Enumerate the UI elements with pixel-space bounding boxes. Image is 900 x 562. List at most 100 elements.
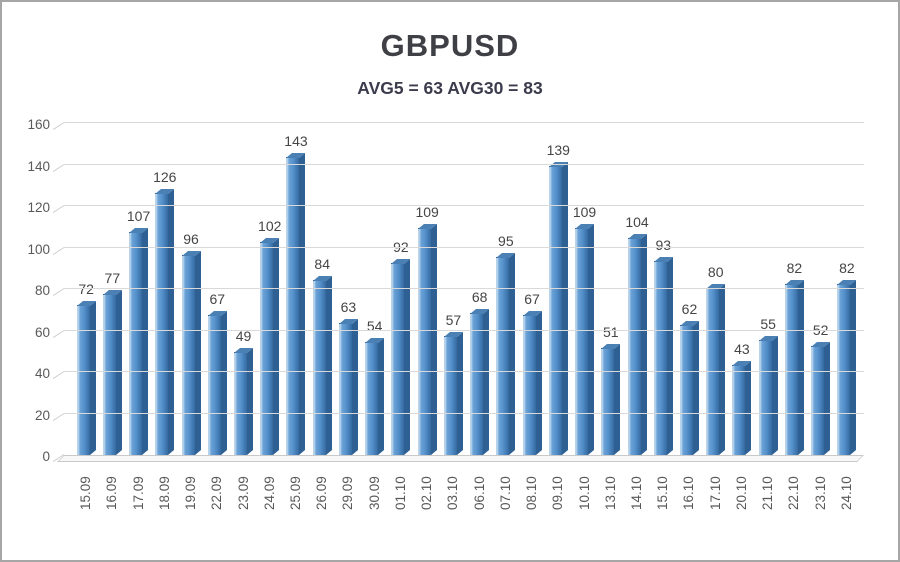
bar-column-group: 77 16.09 (99, 123, 125, 510)
bar-value-label: 67 (209, 290, 226, 307)
y-axis-label: 80 (34, 283, 50, 298)
bar-value-label: 49 (235, 328, 252, 345)
x-axis-label: 23.09 (235, 476, 251, 510)
bar-value-label: 62 (681, 301, 698, 318)
y-axis-tick (52, 246, 65, 255)
bar-column-group: 139 09.10 (545, 123, 571, 510)
bar (260, 242, 274, 455)
bar-value-label: 107 (126, 207, 151, 224)
x-axis-label: 23.10 (812, 476, 828, 510)
x-axis-label: 18.09 (156, 476, 172, 510)
x-axis-label: 16.10 (681, 476, 697, 510)
bar (286, 157, 300, 455)
bar-column-group: 82 22.10 (781, 123, 807, 510)
x-axis-label: 16.09 (104, 476, 120, 510)
bar-column-group: 62 16.10 (676, 123, 702, 510)
bar-column-group: 96 19.09 (178, 123, 204, 510)
bar-value-label: 104 (625, 214, 649, 231)
chart-floor (57, 455, 864, 462)
y-axis-label: 60 (34, 324, 50, 340)
bar-column-group: 104 14.10 (624, 123, 650, 510)
y-axis-label: 140 (27, 158, 50, 174)
y-axis-label: 0 (42, 449, 50, 464)
bar (758, 339, 772, 455)
bar-column-group: 102 24.09 (257, 123, 283, 510)
bar (207, 314, 221, 455)
bar-value-label: 92 (393, 239, 409, 256)
bar-column-group: 57 03.10 (440, 123, 466, 510)
x-axis-label: 14.10 (629, 476, 644, 510)
bar-value-label: 51 (602, 324, 619, 341)
bar-column-group: 109 02.10 (414, 123, 440, 510)
bar (234, 352, 247, 455)
bar-column-group: 82 24.10 (834, 123, 860, 510)
bar (155, 192, 169, 455)
bar (601, 348, 615, 455)
bar-value-label: 80 (707, 264, 724, 280)
x-axis-label: 20.10 (733, 476, 749, 510)
x-axis-label: 17.10 (707, 476, 723, 510)
x-axis-label: 07.10 (497, 476, 513, 510)
bar (417, 227, 431, 455)
bar-value-label: 55 (760, 315, 776, 332)
bar-column-group: 55 21.10 (755, 123, 781, 510)
x-axis-label: 25.09 (287, 476, 303, 510)
bar (575, 227, 589, 455)
bars-container: 72 15.09 77 16.09 107 17.09 126 18.09 96 19.09 67 2… (73, 123, 860, 510)
bar-value-label: 52 (812, 322, 829, 339)
y-axis-label: 40 (34, 366, 50, 381)
bar (76, 304, 90, 455)
bar-column-group: 93 15.10 (650, 123, 676, 510)
bar (679, 325, 693, 455)
bar (365, 341, 379, 455)
bar (312, 279, 326, 455)
bar-value-label: 82 (839, 259, 855, 276)
y-axis-tick (52, 329, 65, 338)
bar (548, 165, 562, 455)
plot-area: 72 15.09 77 16.09 107 17.09 126 18.09 96 19.09 67 2… (27, 117, 864, 510)
bar-column-group: 67 08.10 (519, 123, 545, 510)
bar-column-group: 63 29.09 (335, 123, 361, 510)
bar-value-label: 68 (471, 288, 488, 305)
y-axis-tick (52, 371, 65, 379)
gridline (64, 122, 864, 123)
x-axis-label: 19.09 (183, 476, 199, 510)
chart-subtitle: AVG5 = 63 AVG30 = 83 (357, 78, 543, 98)
bar (837, 283, 851, 455)
x-axis-label: 09.10 (550, 476, 566, 510)
x-axis-label: 03.10 (445, 476, 461, 510)
bar-column-group: 72 15.09 (73, 123, 99, 510)
bar-value-label: 43 (734, 340, 750, 357)
bar-value-label: 84 (314, 255, 330, 272)
x-axis-label: 30.09 (366, 476, 382, 510)
bar-column-group: 54 30.09 (362, 123, 388, 510)
x-axis-label: 01.10 (392, 476, 408, 510)
bar (181, 254, 195, 455)
y-axis-label: 120 (27, 200, 50, 215)
bar-column-group: 52 23.10 (808, 123, 834, 510)
bar (522, 314, 536, 455)
x-axis-label: 26.09 (314, 476, 330, 510)
y-axis-tick (52, 205, 65, 213)
bar-column-group: 80 17.10 (703, 123, 729, 510)
bar-column-group: 67 22.09 (204, 123, 230, 510)
bar-value-label: 96 (183, 230, 199, 247)
x-axis-label: 24.10 (838, 476, 854, 510)
bar-value-label: 93 (655, 237, 672, 254)
gridline (64, 288, 864, 289)
bar-value-label: 77 (104, 270, 121, 287)
bar-value-label: 67 (524, 290, 540, 307)
gridline (64, 329, 864, 331)
x-axis-label: 15.10 (655, 476, 671, 510)
x-axis-label: 15.09 (78, 476, 94, 510)
bar (627, 238, 641, 455)
bar (811, 346, 825, 455)
bar-column-group: 43 20.10 (729, 123, 755, 510)
x-axis-label: 06.10 (471, 476, 487, 510)
bar-value-label: 54 (366, 317, 383, 334)
gridline (64, 205, 864, 206)
x-axis-label: 17.09 (130, 476, 146, 510)
bar (443, 335, 457, 455)
bar (338, 323, 352, 455)
